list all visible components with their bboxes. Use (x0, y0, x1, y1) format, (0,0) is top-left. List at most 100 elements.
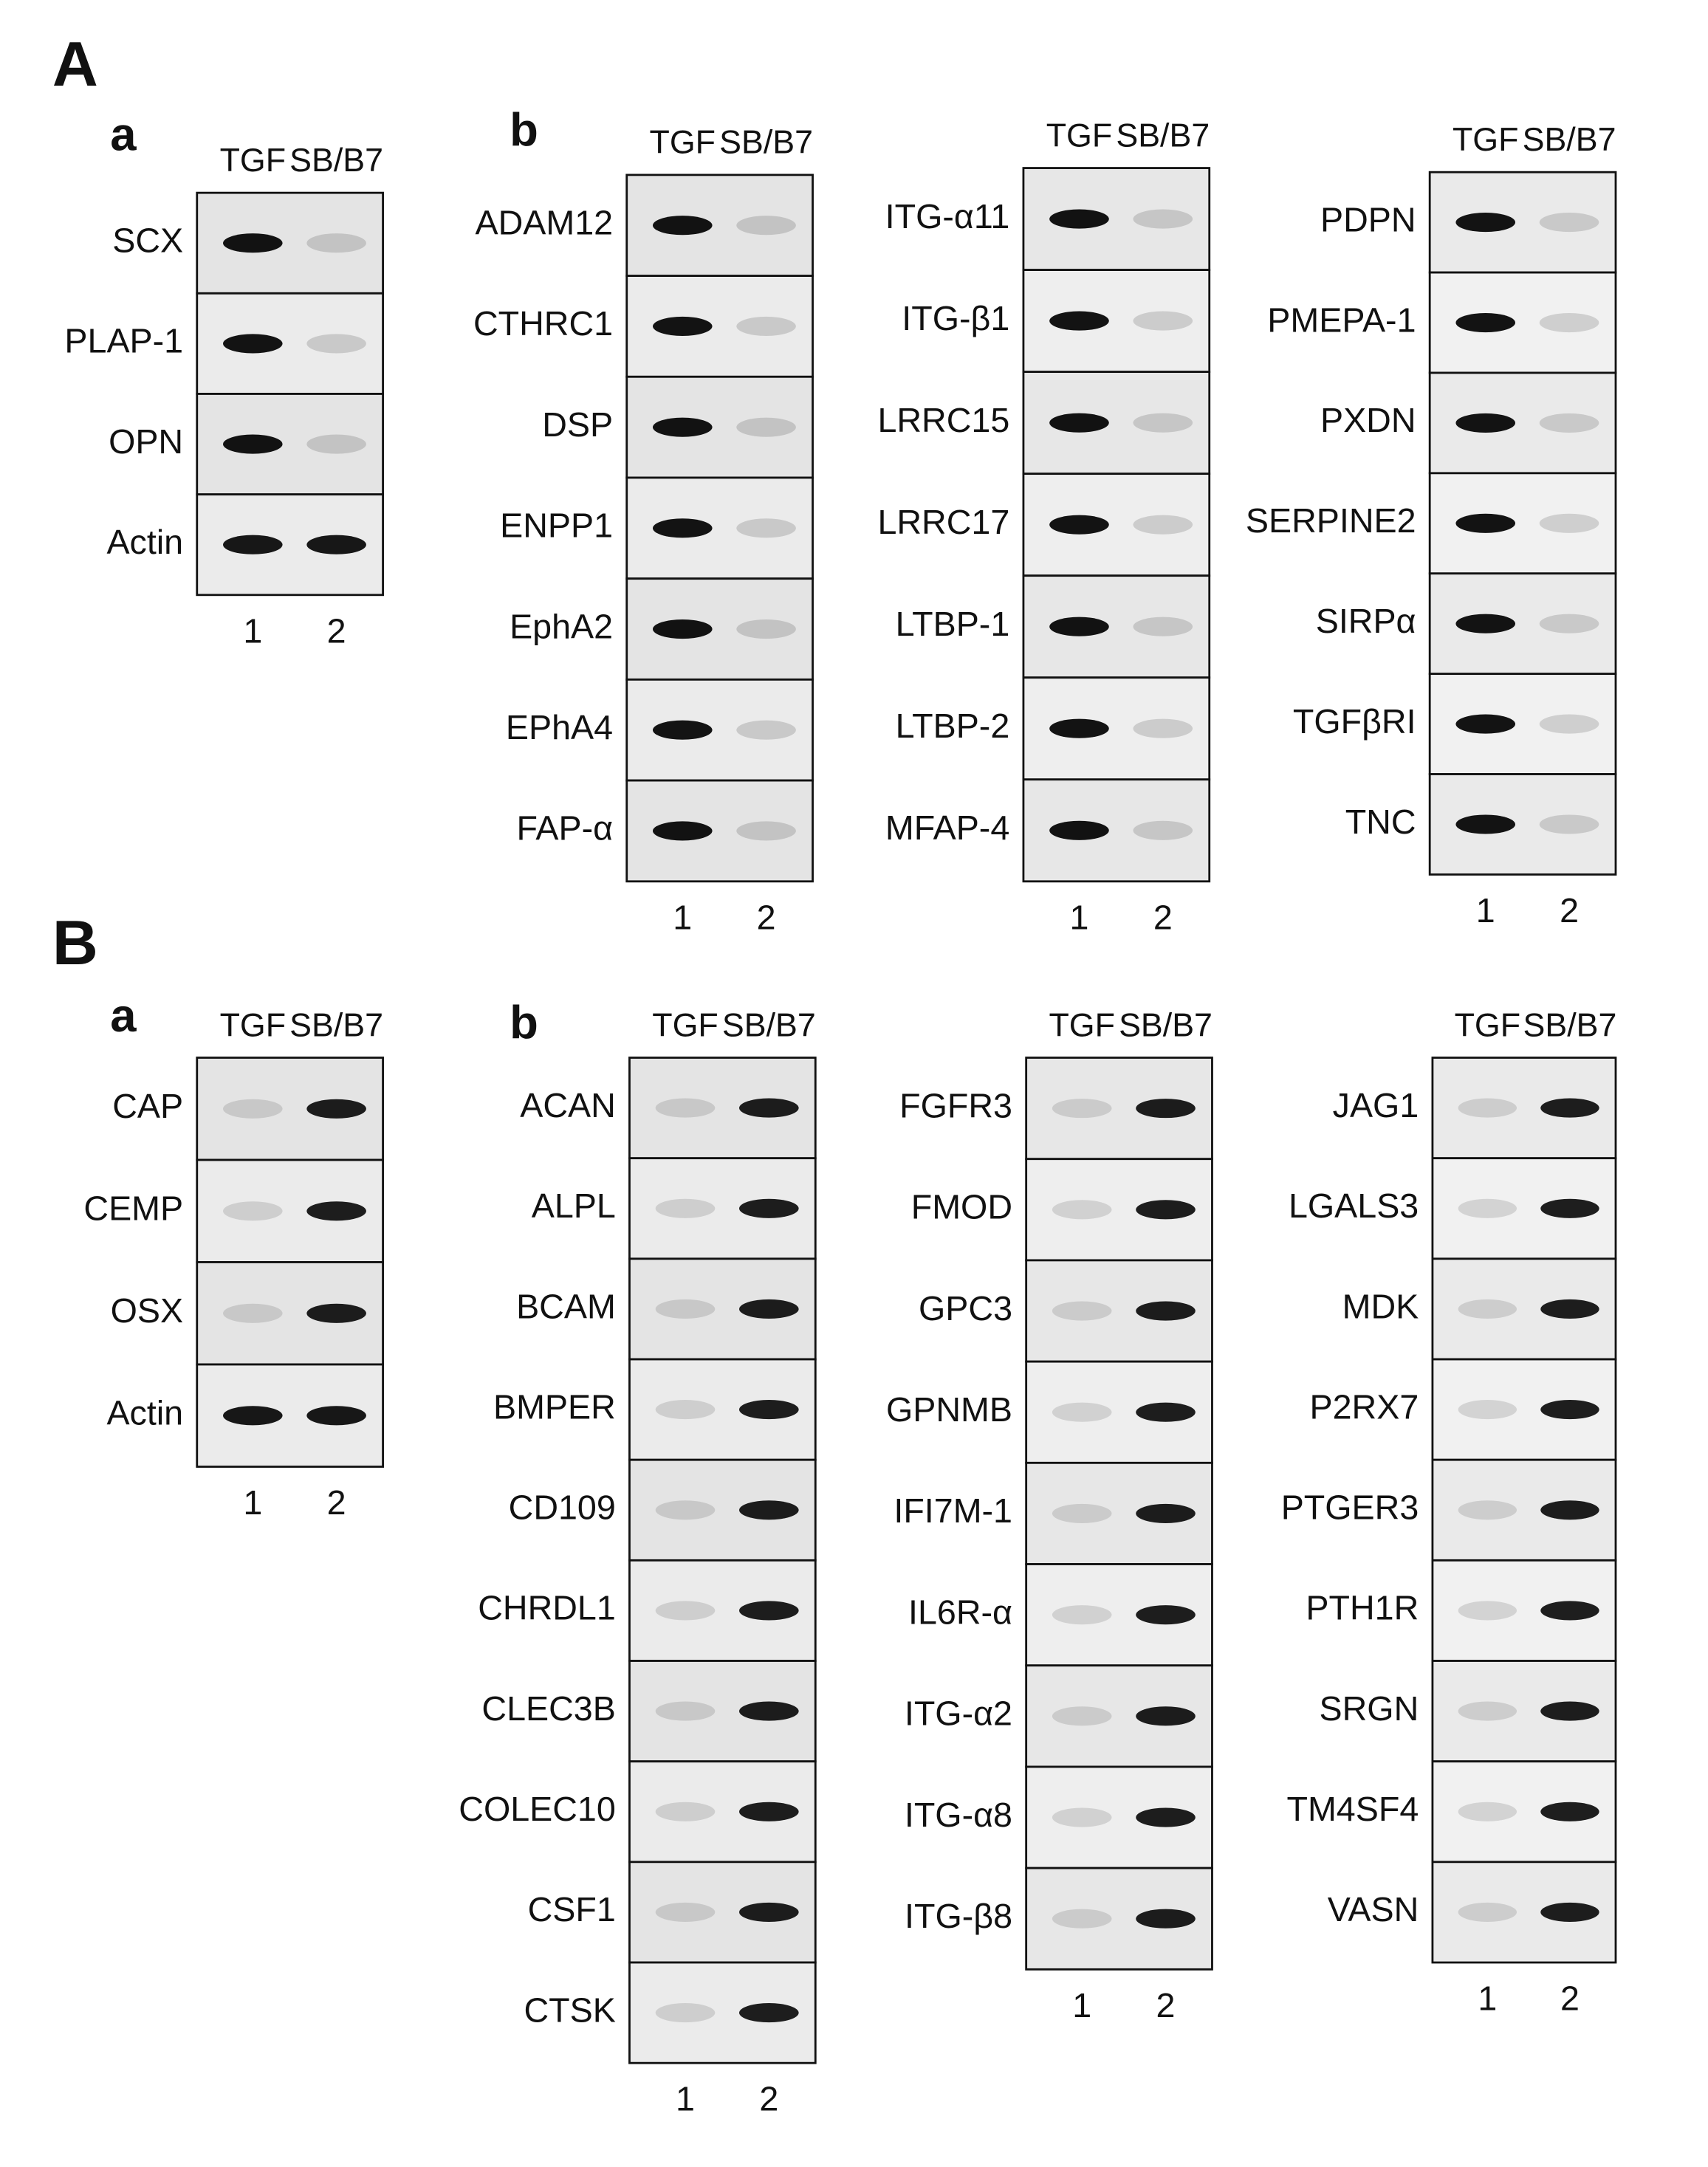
band (1136, 1503, 1196, 1523)
protein-label: ITG-α2 (905, 1694, 1012, 1733)
band (1540, 1098, 1599, 1118)
band (1052, 1503, 1112, 1523)
band (1458, 1098, 1517, 1118)
band (1133, 209, 1193, 229)
lane-header: TGF (1455, 1006, 1520, 1043)
band (739, 1601, 799, 1621)
band (1540, 1902, 1599, 1922)
protein-label: LGALS3 (1289, 1186, 1419, 1225)
protein-label: CSF1 (528, 1890, 616, 1929)
band (1540, 1500, 1599, 1520)
band (1133, 413, 1193, 433)
subpanel-label: a (110, 990, 137, 1042)
band (223, 1201, 283, 1221)
protein-label: LRRC15 (877, 401, 1009, 439)
lane-header: TGF (650, 124, 716, 161)
subpanel-label: a (110, 109, 137, 160)
band (655, 1601, 716, 1621)
lane-header: TGF (220, 142, 286, 179)
protein-label: CEMP (83, 1189, 183, 1228)
band (306, 1099, 366, 1119)
protein-label: PLAP-1 (64, 322, 183, 360)
band (1539, 614, 1599, 633)
band (1540, 1802, 1599, 1821)
band (306, 1406, 366, 1426)
protein-label: IL6R-α (908, 1593, 1012, 1631)
band (1455, 413, 1516, 433)
protein-label: EPhA4 (506, 708, 613, 746)
protein-label: MDK (1342, 1287, 1419, 1325)
band (1540, 1601, 1599, 1621)
panel-label: B (52, 907, 98, 978)
band (223, 535, 283, 554)
protein-label: CD109 (509, 1488, 616, 1527)
band (1052, 1706, 1112, 1726)
protein-label: ITG-β1 (902, 299, 1009, 337)
band (1133, 718, 1193, 738)
protein-label: PDPN (1320, 200, 1416, 238)
protein-label: ADAM12 (475, 204, 613, 242)
band (1455, 814, 1516, 834)
protein-label: Actin (106, 523, 183, 561)
lane-number: 1 (243, 1483, 262, 1522)
lane-number: 1 (1476, 891, 1495, 930)
band (1136, 1909, 1196, 1929)
band (1052, 1402, 1112, 1422)
band (739, 1500, 799, 1520)
protein-label: CAP (112, 1087, 183, 1125)
blot-strip (1431, 1861, 1617, 1964)
band (1540, 1299, 1599, 1319)
band (1455, 513, 1516, 533)
band (1458, 1198, 1517, 1218)
lane-number: 2 (757, 898, 776, 936)
band (652, 316, 713, 336)
band (736, 417, 796, 437)
band (736, 518, 796, 538)
band (306, 434, 366, 454)
protein-label: ALPL (532, 1186, 616, 1225)
protein-label: TGFβRI (1293, 702, 1416, 741)
protein-label: TM4SF4 (1286, 1790, 1419, 1828)
lane-header: SB/B7 (1523, 1006, 1617, 1043)
band (1455, 614, 1516, 633)
band (739, 1299, 799, 1319)
protein-label: COLEC10 (459, 1790, 616, 1828)
band (1049, 718, 1109, 738)
lane-header: SB/B7 (1116, 117, 1210, 154)
band (1136, 1301, 1196, 1321)
protein-label: LTBP-1 (896, 605, 1010, 643)
protein-label: SCX (112, 221, 183, 260)
protein-label: ACAN (520, 1086, 616, 1124)
band (1539, 513, 1599, 533)
protein-label: SIRPα (1316, 602, 1416, 640)
band (1458, 1500, 1517, 1520)
lane-header: SB/B7 (1119, 1006, 1213, 1043)
band (1458, 1400, 1517, 1420)
protein-label: TNC (1345, 803, 1416, 841)
lane-header: SB/B7 (289, 1006, 383, 1043)
protein-label: BMPER (493, 1387, 616, 1426)
band (736, 619, 796, 639)
band (652, 720, 713, 740)
protein-label: IFI7M-1 (894, 1491, 1012, 1530)
band (1133, 311, 1193, 331)
band (652, 216, 713, 236)
band (739, 1198, 799, 1218)
protein-label: SERPINE2 (1246, 501, 1416, 540)
band (655, 1902, 716, 1922)
band (655, 1098, 716, 1118)
band (1133, 617, 1193, 636)
band (1049, 413, 1109, 433)
band (655, 1400, 716, 1420)
band (1539, 213, 1599, 233)
lane-header: TGF (652, 1006, 718, 1043)
protein-label: ITG-α11 (885, 197, 1010, 236)
band (1455, 312, 1516, 333)
protein-label: PXDN (1320, 401, 1416, 439)
band (306, 1303, 366, 1323)
protein-label: MFAP-4 (885, 808, 1009, 847)
protein-label: ITG-β8 (905, 1897, 1012, 1935)
band (1049, 515, 1109, 535)
band (1455, 714, 1516, 734)
